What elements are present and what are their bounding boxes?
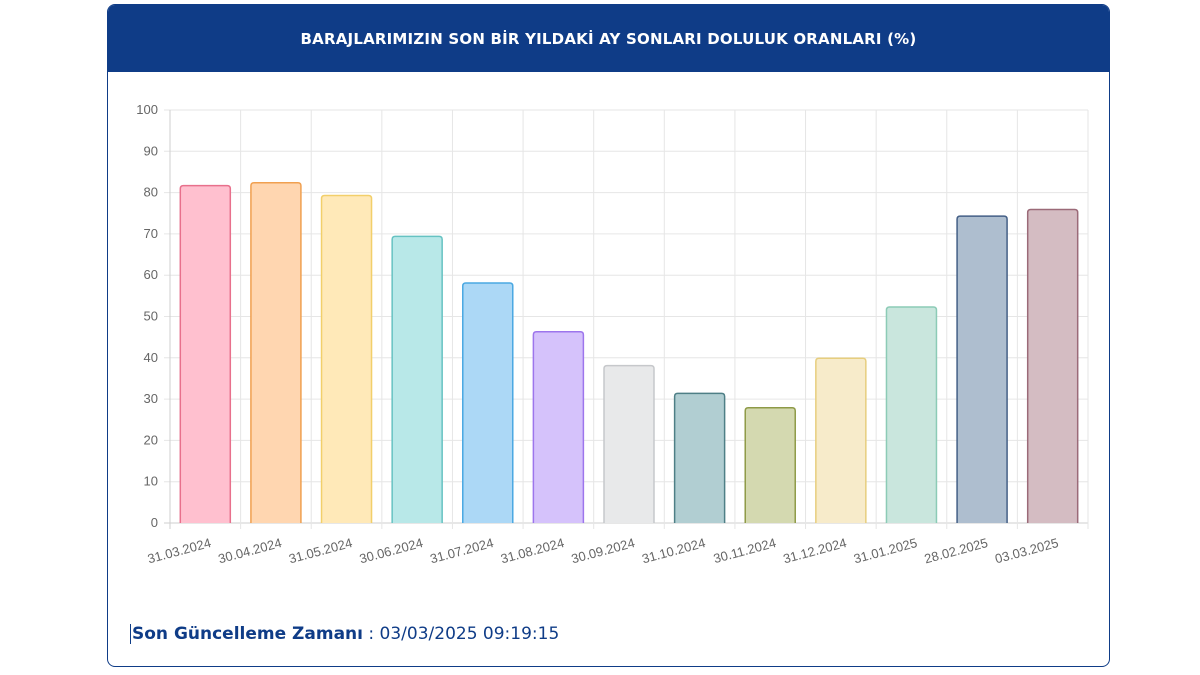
bar-chart: 0 10 20 30 40 50 60 70 80 90 100 31.03.2024 30.04.2… bbox=[136, 102, 1089, 566]
x-tick-label: 31.03.2024 bbox=[146, 535, 213, 566]
bar-30.06.2024[interactable] bbox=[391, 235, 443, 523]
x-tick-label: 31.07.2024 bbox=[428, 535, 495, 566]
x-tick-label: 30.06.2024 bbox=[358, 535, 425, 566]
x-tick-label: 31.05.2024 bbox=[287, 535, 354, 566]
x-tick-label: 28.02.2025 bbox=[923, 535, 990, 566]
x-tick-label: 31.01.2025 bbox=[852, 535, 919, 566]
y-tick-label: 60 bbox=[144, 267, 158, 282]
bar-31.08.2024[interactable] bbox=[532, 331, 585, 523]
grid-lines bbox=[164, 109, 1089, 529]
x-tick-label: 30.11.2024 bbox=[712, 535, 778, 566]
bar-30.04.2024[interactable] bbox=[250, 181, 302, 523]
y-tick-label: 80 bbox=[144, 185, 158, 200]
x-tick-label: 30.04.2024 bbox=[217, 535, 284, 566]
x-axis-ticks: 31.03.2024 30.04.2024 31.05.2024 30.06.2024… bbox=[146, 535, 1060, 566]
bar-30.11.2024[interactable] bbox=[744, 407, 796, 523]
y-tick-label: 30 bbox=[144, 391, 158, 406]
last-update: Son Güncelleme Zamanı : 03/03/2025 09:19… bbox=[130, 624, 559, 644]
y-tick-label: 40 bbox=[144, 350, 158, 365]
chart-card: BARAJLARIMIZIN SON BİR YILDAKİ AY SONLAR… bbox=[107, 4, 1110, 667]
y-tick-label: 0 bbox=[151, 515, 158, 530]
x-tick-label: 30.09.2024 bbox=[570, 535, 637, 566]
y-axis-ticks: 0 10 20 30 40 50 60 70 80 90 100 bbox=[136, 102, 158, 530]
y-tick-label: 100 bbox=[136, 102, 158, 117]
bar-30.09.2024[interactable] bbox=[603, 364, 655, 523]
y-tick-label: 90 bbox=[144, 143, 158, 158]
bar-31.05.2024[interactable] bbox=[320, 194, 373, 523]
x-tick-label: 31.10.2024 bbox=[640, 535, 707, 566]
x-tick-label: 31.08.2024 bbox=[499, 535, 566, 566]
y-tick-label: 20 bbox=[144, 432, 158, 447]
bars bbox=[179, 181, 1079, 523]
last-update-separator: : bbox=[362, 624, 380, 644]
bar-03.03.2025[interactable] bbox=[1026, 208, 1079, 523]
bar-28.02.2025[interactable] bbox=[956, 215, 1008, 523]
last-update-value: 03/03/2025 09:19:15 bbox=[379, 624, 560, 644]
last-update-label: Son Güncelleme Zamanı bbox=[132, 624, 363, 644]
y-tick-label: 10 bbox=[144, 474, 158, 489]
bar-31.07.2024[interactable] bbox=[462, 282, 514, 523]
bar-31.01.2025[interactable] bbox=[885, 306, 938, 523]
bar-31.12.2024[interactable] bbox=[815, 357, 867, 523]
bar-31.03.2024[interactable] bbox=[179, 184, 232, 523]
x-tick-label: 31.12.2024 bbox=[781, 535, 848, 566]
chart-title: BARAJLARIMIZIN SON BİR YILDAKİ AY SONLAR… bbox=[108, 5, 1109, 72]
x-tick-label: 03.03.2025 bbox=[993, 535, 1060, 566]
y-tick-label: 50 bbox=[144, 309, 158, 324]
y-tick-label: 70 bbox=[144, 226, 158, 241]
bar-31.10.2024[interactable] bbox=[673, 392, 726, 523]
